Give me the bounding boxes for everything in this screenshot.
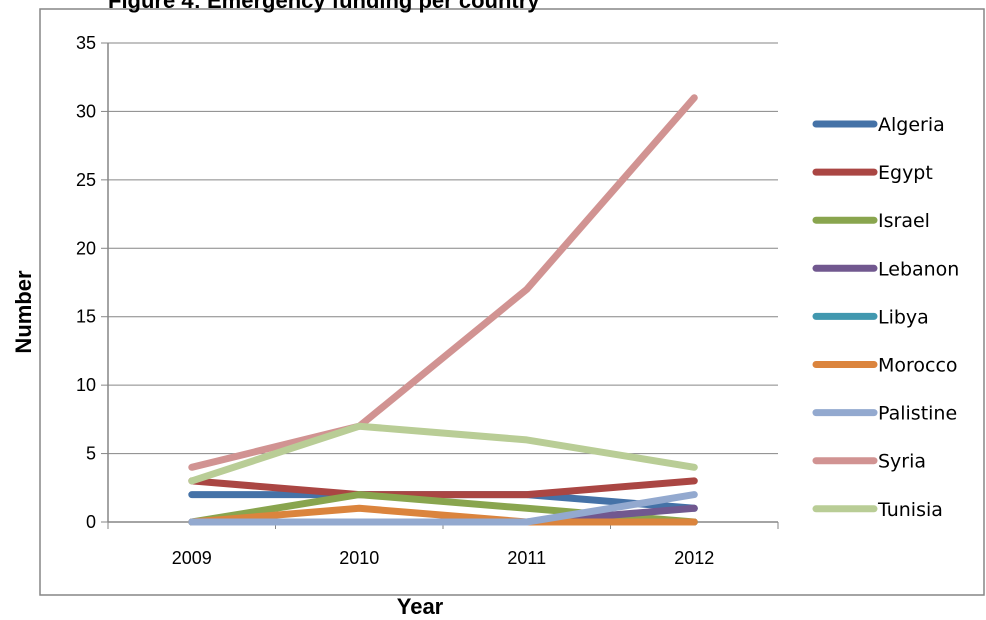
y-tick-labels: 0 5 10 15 20 25 30 35 [76, 33, 96, 532]
gridlines [108, 42, 778, 455]
y-tick-label: 35 [76, 33, 96, 53]
x-tick-labels: 2009 2010 2011 2012 [172, 548, 715, 568]
y-tick-label: 25 [76, 170, 96, 190]
y-tick-label: 30 [76, 101, 96, 121]
x-tick-label: 2010 [339, 548, 379, 568]
legend-label-palistine: Palistine [878, 403, 957, 425]
series-line-palistine [188, 491, 698, 526]
x-axis-title: Year [397, 594, 444, 619]
y-tick-label: 10 [76, 375, 96, 395]
x-tick-label: 2011 [507, 548, 546, 568]
series-line-syria [188, 94, 698, 471]
series-lines [188, 94, 698, 526]
legend-label-lebanon: Lebanon [878, 258, 959, 280]
y-axis-title: Number [11, 270, 36, 354]
x-tick-label: 2012 [674, 548, 714, 568]
y-tick-label: 15 [76, 307, 96, 327]
y-tick-label: 20 [76, 238, 96, 258]
legend: Algeria Egypt Israel Lebanon Libya Morocco Pal… [812, 114, 959, 521]
legend-label-israel: Israel [878, 210, 930, 232]
legend-label-syria: Syria [878, 451, 926, 473]
y-tick-label: 5 [86, 444, 96, 464]
x-tick-label: 2009 [172, 548, 212, 568]
legend-label-morocco: Morocco [878, 355, 958, 377]
series-line-egypt [188, 477, 698, 499]
series-line-tunisia [188, 422, 698, 485]
legend-label-egypt: Egypt [878, 162, 933, 184]
chart-title: Figure 4: Emergency funding per country [108, 0, 540, 13]
y-tick-label: 0 [86, 512, 96, 532]
legend-label-algeria: Algeria [878, 114, 945, 136]
legend-label-tunisia: Tunisia [877, 499, 943, 521]
series-line-morocco [188, 504, 698, 526]
legend-label-libya: Libya [878, 306, 929, 328]
